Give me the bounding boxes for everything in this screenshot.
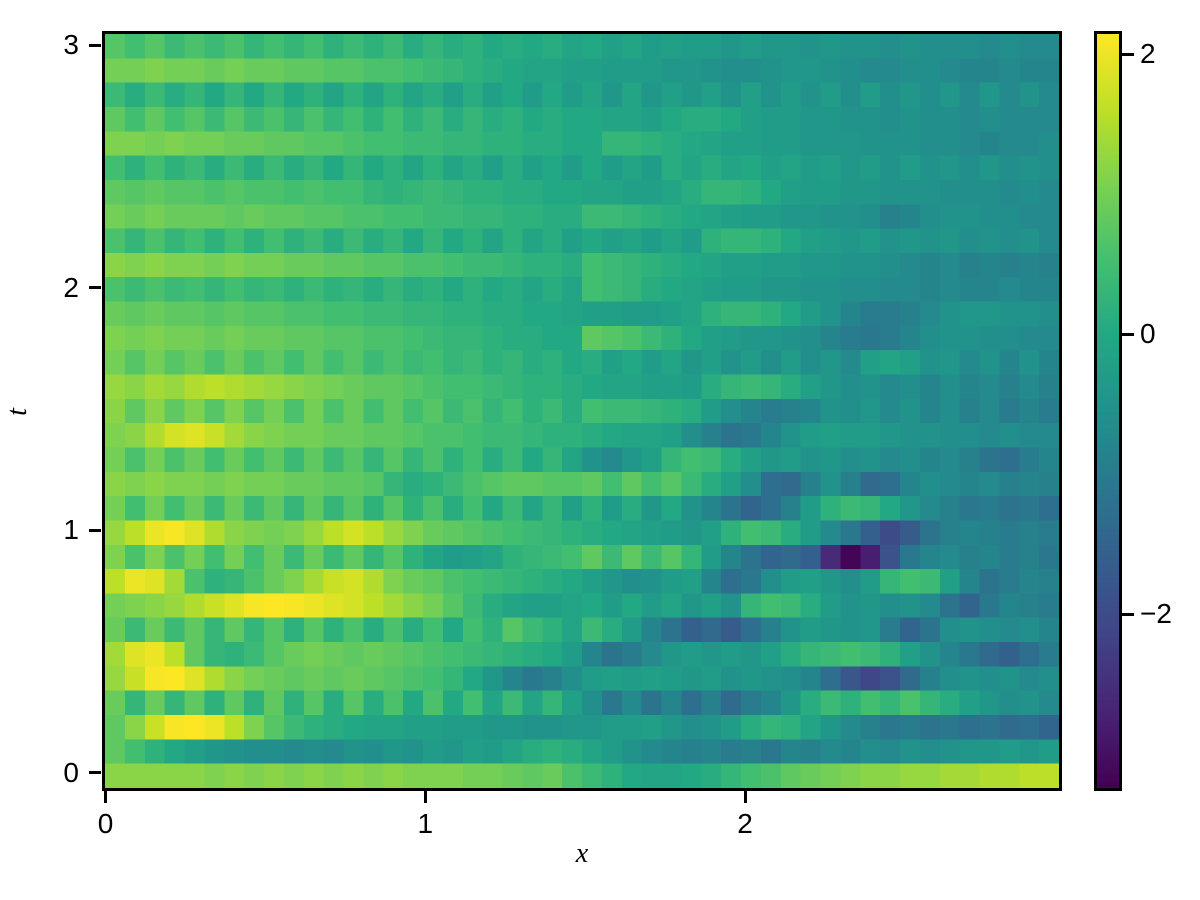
y-axis-label: t xyxy=(2,408,33,416)
x-tick-mark xyxy=(743,791,747,803)
x-axis-label: x xyxy=(575,838,589,869)
y-tick-mark xyxy=(89,771,101,775)
colorbar-tick-label: 2 xyxy=(1140,38,1156,69)
y-tick-label: 0 xyxy=(63,756,79,788)
colorbar-tick-label: 0 xyxy=(1140,318,1156,349)
x-tick-mark xyxy=(104,791,108,803)
colorbar-tick-label: −2 xyxy=(1140,598,1172,629)
y-tick-label: 3 xyxy=(63,29,79,61)
y-tick-label: 2 xyxy=(63,271,79,303)
y-tick-label: 1 xyxy=(63,514,79,546)
y-tick-mark xyxy=(89,43,101,47)
colorbar-tick-mark xyxy=(1122,52,1134,56)
x-tick-label: 0 xyxy=(97,808,114,839)
x-tick-label: 2 xyxy=(737,808,753,839)
colorbar-canvas xyxy=(1097,34,1119,788)
heatmap-canvas xyxy=(105,34,1059,788)
colorbar-tick-mark xyxy=(1122,332,1134,336)
colorbar-tick-mark xyxy=(1122,612,1134,616)
y-tick-mark xyxy=(89,286,101,290)
y-tick-mark xyxy=(89,528,101,532)
x-tick-label: 1 xyxy=(417,808,434,839)
x-tick-mark xyxy=(423,791,427,803)
